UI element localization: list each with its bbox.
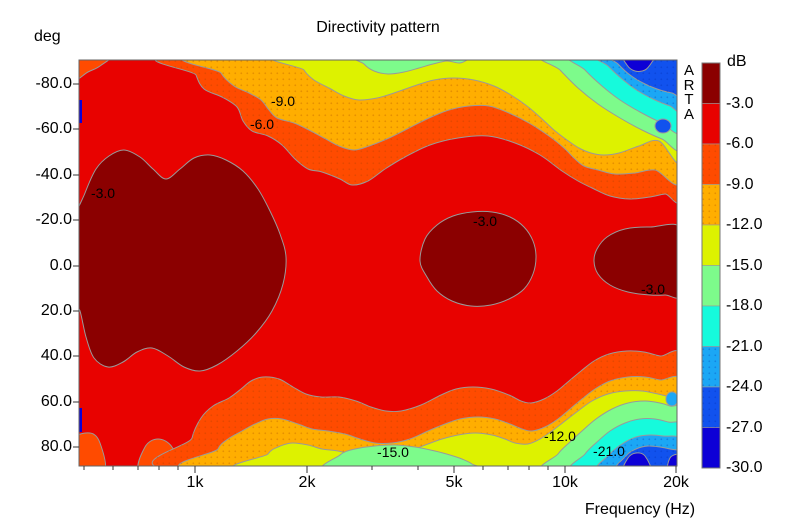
legend-band xyxy=(701,103,721,145)
contour-label: -6.0 xyxy=(250,116,274,132)
contour-band-topright-blue-blob xyxy=(654,118,672,134)
contour-label: -3.0 xyxy=(641,281,665,297)
contour-band-maroon-lobe-right xyxy=(593,223,677,299)
x-axis-title: Frequency (Hz) xyxy=(584,501,696,518)
contour-band-topright-blue-stipple xyxy=(611,60,677,96)
contour-band-top-green-lobe xyxy=(354,60,468,75)
legend-band xyxy=(701,427,721,469)
arta-letter: A xyxy=(683,105,694,123)
contour-label: -3.0 xyxy=(91,185,115,201)
legend-band xyxy=(701,224,721,266)
contour-label: -21.0 xyxy=(593,443,625,459)
contour-band-bottomright-sky-blob xyxy=(665,391,677,407)
x-tick-label: 5k xyxy=(445,474,463,491)
contour-label: -15.0 xyxy=(377,444,409,460)
contour-band-edge-navy-dash-bottom xyxy=(79,408,82,432)
x-tick-label: 1k xyxy=(186,474,204,491)
legend-value-label: -12.0 xyxy=(726,216,763,233)
contour-band-topright-navy-cap xyxy=(622,60,655,72)
y-tick-label: -60.0 xyxy=(35,120,72,137)
x-tick-label: 20k xyxy=(663,474,689,491)
arta-letter: R xyxy=(683,76,695,94)
legend-frame xyxy=(701,62,721,469)
legend-value-label: -15.0 xyxy=(726,256,763,274)
legend-value-label: -18.0 xyxy=(726,297,763,314)
contour-band-bottomleft-orangered-bump1 xyxy=(79,432,107,466)
y-tick-label: -80.0 xyxy=(35,75,72,92)
color-scale-bar xyxy=(701,62,721,469)
y-tick-label: 0.0 xyxy=(49,257,72,274)
y-tick-label: -20.0 xyxy=(35,211,72,228)
legend-value-label: -30.0 xyxy=(726,459,763,476)
y-tick-label: 20.0 xyxy=(40,302,72,319)
y-axis-title: deg xyxy=(34,28,61,45)
contour-bands xyxy=(79,60,677,466)
legend-value-label: -6.0 xyxy=(726,135,754,152)
y-tick-label: 60.0 xyxy=(40,393,72,410)
legend-band xyxy=(701,265,721,307)
legend-value-label: -21.0 xyxy=(726,337,763,355)
legend-title: dB xyxy=(727,53,747,70)
legend-band xyxy=(701,305,721,347)
x-tick-label: 2k xyxy=(298,474,316,491)
arta-letter: A xyxy=(683,62,694,79)
legend-value-label: -27.0 xyxy=(726,418,763,436)
contour-label: -12.0 xyxy=(544,428,576,444)
arta-letter: T xyxy=(684,91,694,108)
contour-label: -9.0 xyxy=(271,93,295,109)
contour-band-maroon-lobe-left xyxy=(79,149,287,372)
plot-frame xyxy=(78,59,678,467)
legend-value-label: -24.0 xyxy=(726,378,763,395)
axis-ticks xyxy=(73,83,677,473)
y-tick-label: 80.0 xyxy=(40,438,72,455)
contour-band-bottom-green-lobe xyxy=(321,444,480,466)
contour-band-bottomright-navy-blob xyxy=(623,452,651,466)
chart-title: Directivity pattern xyxy=(316,19,440,36)
y-tick-label: 40.0 xyxy=(40,347,72,364)
contour-value-labels: -3.0 -6.0 -9.0 -3.0 -3.0 -15.0 -12.0 -21.0 xyxy=(91,93,665,460)
contour-label: -3.0 xyxy=(473,213,497,229)
contour-band-maroon-lobe-mid xyxy=(419,210,537,307)
legend-value-label: -9.0 xyxy=(726,175,754,193)
contour-band-edge-navy-dash-top xyxy=(79,100,82,123)
legend-value-label: -3.0 xyxy=(726,94,754,112)
legend-band xyxy=(701,62,721,104)
y-tick-label: -40.0 xyxy=(35,166,72,183)
contour-band-bottomright-navy-corner xyxy=(666,453,677,466)
contour-band-top-left-wedge-orangered xyxy=(79,60,110,80)
x-tick-label: 10k xyxy=(552,474,578,491)
